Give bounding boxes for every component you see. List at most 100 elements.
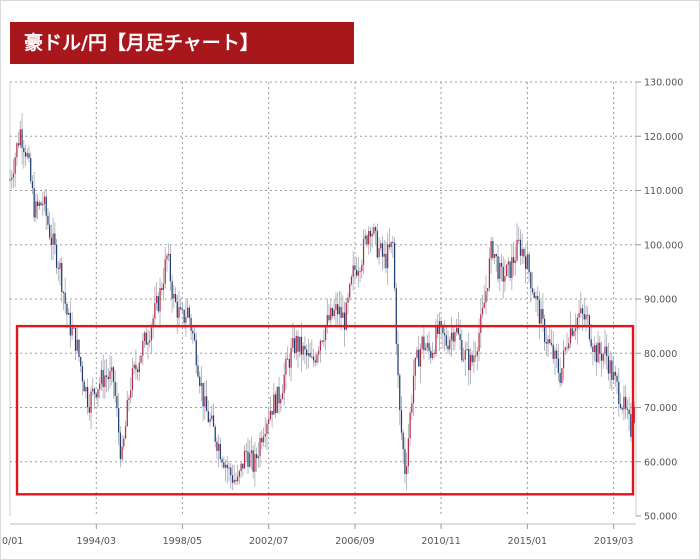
- candle-body: [507, 261, 510, 265]
- y-tick-label: 70.000: [644, 403, 677, 414]
- candle-body: [55, 244, 58, 268]
- candle-body: [356, 269, 358, 276]
- candle-body: [476, 351, 478, 356]
- candle-body: [293, 338, 296, 354]
- candle-body: [333, 310, 335, 317]
- candle-body: [376, 230, 378, 258]
- candle-body: [287, 358, 289, 360]
- candle-body: [138, 362, 140, 373]
- candle-body: [114, 381, 116, 396]
- candle-body: [354, 265, 356, 270]
- candle-body: [485, 291, 487, 303]
- candle-body: [59, 262, 61, 269]
- candle-body: [207, 411, 209, 423]
- candle-body: [547, 339, 549, 344]
- candle-body: [366, 235, 368, 245]
- candle-body: [523, 248, 525, 257]
- candle-body: [140, 355, 142, 363]
- candle-body: [352, 265, 354, 277]
- candle-body: [468, 348, 470, 371]
- candle-body: [480, 314, 482, 333]
- candle-body: [618, 381, 620, 404]
- candle-body: [288, 359, 290, 368]
- candle-body: [240, 463, 242, 472]
- candle-body: [576, 317, 578, 329]
- candle-body: [31, 181, 34, 189]
- grid-layer: [9, 81, 637, 525]
- candle-body: [199, 376, 201, 386]
- candle-body: [623, 396, 625, 410]
- candle-body: [185, 317, 187, 323]
- candle-body: [168, 253, 170, 256]
- candle-body: [562, 350, 565, 369]
- candle-body: [423, 336, 425, 351]
- candle-body: [204, 396, 206, 407]
- candle-body: [545, 342, 547, 344]
- candle-body: [85, 386, 87, 392]
- candle-body: [388, 244, 391, 248]
- candle-body: [457, 327, 459, 334]
- candle-body: [426, 343, 428, 348]
- candle-body: [331, 307, 334, 317]
- candle-body: [452, 332, 454, 342]
- candle-body: [612, 371, 615, 380]
- candle-body: [135, 364, 137, 370]
- candle-body: [383, 253, 385, 257]
- candle-body: [43, 196, 46, 204]
- candle-body: [14, 157, 16, 174]
- candle-body: [588, 315, 591, 340]
- candle-body: [595, 345, 597, 363]
- candle-body: [19, 129, 21, 146]
- candle-body: [409, 412, 411, 439]
- candle-body: [221, 459, 223, 463]
- x-tick-label: 2015/01: [508, 536, 547, 547]
- candle-body: [357, 271, 359, 276]
- candle-body: [535, 295, 537, 299]
- candle-body: [628, 409, 630, 415]
- candle-body: [316, 354, 318, 363]
- candle-body: [531, 288, 534, 293]
- candle-body: [161, 288, 163, 290]
- candle-body: [285, 358, 287, 375]
- candle-body: [254, 454, 256, 472]
- candle-body: [362, 239, 365, 265]
- candle-body: [469, 354, 472, 371]
- candle-body: [497, 256, 499, 279]
- candle-body: [454, 332, 456, 342]
- candle-body: [281, 393, 284, 400]
- candle-body: [35, 201, 37, 218]
- candle-body: [216, 441, 218, 451]
- candle-body: [421, 336, 423, 349]
- candle-body: [74, 328, 77, 351]
- candle-body: [80, 357, 82, 367]
- candle-body: [99, 383, 101, 390]
- candle-body: [157, 296, 159, 312]
- candle-body: [478, 332, 480, 352]
- candle-body: [324, 326, 327, 341]
- candle-body: [323, 340, 325, 342]
- candle-body: [54, 233, 56, 245]
- candle-body: [78, 339, 80, 358]
- candle-body: [102, 370, 104, 387]
- candle-body: [537, 295, 539, 300]
- candle-body: [171, 281, 173, 299]
- candle-body: [66, 303, 68, 315]
- candle-body: [121, 446, 123, 460]
- candle-body: [155, 296, 158, 304]
- candle-body: [247, 451, 249, 467]
- candle-body: [492, 241, 494, 258]
- candle-body: [431, 352, 434, 358]
- chart-title: 豪ドル/円【月足チャート】: [10, 22, 354, 64]
- candle-body: [49, 224, 51, 238]
- candle-body: [533, 292, 535, 299]
- candle-body: [57, 267, 59, 269]
- candle-body: [304, 345, 306, 350]
- candle-body: [297, 336, 299, 352]
- candle-body: [45, 196, 47, 216]
- candle-body: [273, 394, 275, 415]
- candle-body: [52, 233, 54, 245]
- candle-body: [111, 367, 113, 372]
- candle-body: [569, 328, 572, 344]
- candle-body: [564, 347, 566, 351]
- candle-body: [162, 283, 165, 290]
